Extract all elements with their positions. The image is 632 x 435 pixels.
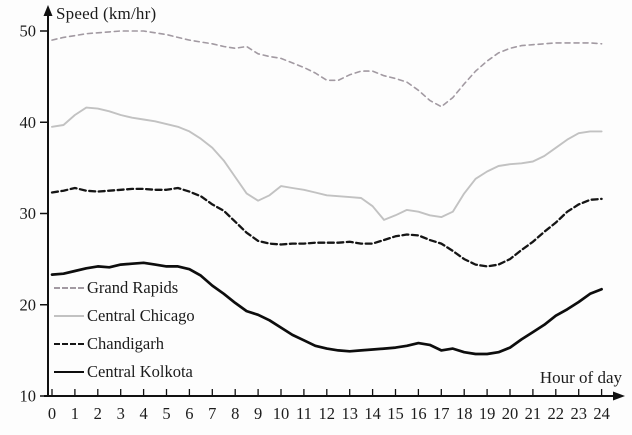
- x-tick-label: 10: [273, 404, 290, 423]
- x-tick-label: 12: [319, 404, 336, 423]
- y-tick-label: 40: [20, 113, 37, 132]
- x-tick-label: 17: [433, 404, 450, 423]
- x-tick-label: 19: [479, 404, 496, 423]
- legend-swatch-solid-gray-line: [54, 315, 84, 317]
- x-tick-label: 0: [48, 404, 56, 423]
- y-tick-label: 30: [20, 204, 37, 223]
- legend-label: Chandigarh: [87, 334, 164, 353]
- series-central-chicago: [51, 106, 603, 221]
- x-tick-label: 21: [525, 404, 542, 423]
- x-tick-label: 2: [94, 404, 102, 423]
- legend-label: Central Chicago: [87, 306, 195, 325]
- x-tick-label: 15: [387, 404, 404, 423]
- x-tick-label: 1: [71, 404, 79, 423]
- x-tick-label: 16: [410, 404, 427, 423]
- legend-item-chandigarh: Chandigarh: [54, 330, 195, 358]
- legend-swatch-dashed-gray-line: [54, 287, 84, 289]
- y-axis-arrow: [43, 5, 53, 16]
- legend-item-grand-rapids: Grand Rapids: [54, 274, 195, 302]
- x-tick-label: 9: [254, 404, 262, 423]
- series-grand-rapids: [51, 30, 603, 108]
- y-tick-label: 10: [20, 387, 37, 406]
- legend-item-central-kolkota: Central Kolkota: [54, 358, 195, 386]
- y-tick-label: 50: [20, 22, 37, 41]
- x-tick-label: 8: [231, 404, 239, 423]
- x-tick-label: 11: [296, 404, 312, 423]
- legend-label: Central Kolkota: [87, 362, 193, 381]
- x-axis-arrow: [613, 391, 625, 401]
- x-tick-label: 4: [139, 404, 147, 423]
- x-tick-label: 14: [364, 404, 381, 423]
- x-tick-label: 6: [185, 404, 193, 423]
- x-tick-label: 7: [208, 404, 216, 423]
- y-axis-title: Speed (km/hr): [56, 4, 157, 23]
- x-tick-label: 5: [162, 404, 170, 423]
- x-tick-label: 13: [341, 404, 358, 423]
- series-central-kolkota: [50, 261, 603, 356]
- x-tick-label: 20: [502, 404, 519, 423]
- x-tick-label: 24: [593, 404, 610, 423]
- legend-label: Grand Rapids: [87, 278, 179, 297]
- x-axis-title: Hour of day: [539, 368, 622, 387]
- y-tick-label: 20: [20, 295, 37, 314]
- series-chandigarh: [50, 186, 603, 268]
- x-tick-label: 22: [548, 404, 565, 423]
- x-tick-label: 18: [456, 404, 473, 423]
- x-tick-label: 23: [570, 404, 587, 423]
- legend-swatch-solid-black-line: [54, 371, 84, 373]
- legend-item-central-chicago: Central Chicago: [54, 302, 195, 330]
- legend: Grand Rapids Central Chicago Chandigarh …: [54, 274, 195, 386]
- x-tick-label: 3: [117, 404, 125, 423]
- legend-swatch-dashed-black-line: [54, 343, 84, 345]
